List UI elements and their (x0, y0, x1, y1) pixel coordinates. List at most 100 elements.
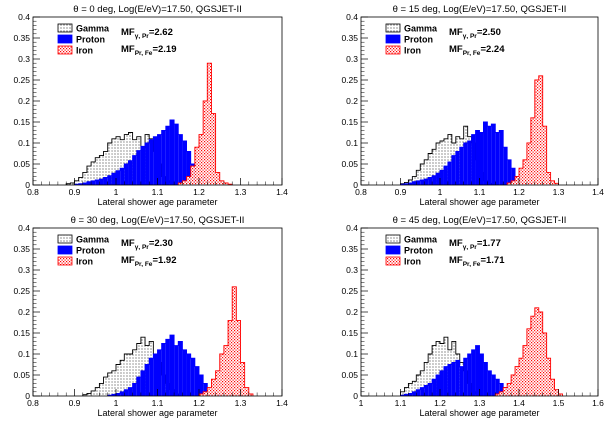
series-iron (506, 75, 559, 185)
histogram-bar (491, 375, 496, 396)
x-tick-label: 1.4 (276, 398, 288, 408)
legend-swatch-gamma (57, 234, 73, 244)
histogram-bar (530, 117, 535, 185)
y-tick-label: 0.25 (341, 286, 358, 296)
histogram-bar (499, 391, 504, 396)
series-proton (74, 119, 225, 185)
histogram-bar (161, 130, 166, 185)
histogram-bar (120, 391, 125, 396)
histogram-bar (463, 143, 468, 185)
histogram-bar (550, 180, 555, 185)
y-tick-label: 0.1 (18, 138, 30, 148)
histogram-bar (455, 360, 460, 396)
histogram-bar (495, 132, 500, 185)
histogram-bar (511, 168, 516, 185)
histogram-outline (506, 75, 559, 185)
histogram-bar (91, 180, 96, 185)
y-tick-label: 0 (25, 180, 30, 190)
histogram-bar (128, 387, 133, 396)
histogram-bar (128, 132, 133, 185)
histogram-bar (70, 182, 75, 185)
histogram-bar (463, 358, 468, 396)
legend-swatch-gamma (385, 23, 401, 33)
histogram-bar (228, 320, 233, 396)
histogram-bar (436, 143, 440, 185)
y-tick-label: 0.05 (341, 159, 358, 169)
x-tick-label: 0.8 (27, 187, 39, 197)
histogram-bar (186, 176, 191, 185)
histogram-bar (428, 153, 433, 185)
histogram-bar (157, 349, 162, 396)
histogram-bar (111, 370, 116, 396)
series-proton (400, 121, 532, 185)
y-tick-label: 0.2 (18, 96, 30, 106)
x-tick-label: 1.2 (513, 187, 525, 197)
histogram-bar (550, 379, 555, 396)
histogram-bar (424, 159, 429, 185)
y-tick-label: 0.1 (346, 349, 358, 359)
merit-factor-label: MFPr, Fe=2.24 (449, 44, 505, 57)
histogram-bar (412, 391, 417, 396)
legend-swatch-iron (385, 45, 401, 55)
histogram-bar (408, 182, 413, 185)
histogram-bar (459, 147, 464, 185)
histogram-bar (215, 172, 220, 185)
histogram-bar (483, 122, 488, 185)
histogram-bar (558, 393, 563, 396)
histogram-bar (526, 328, 531, 396)
histogram-bar (479, 132, 484, 185)
histogram-bar (412, 176, 417, 185)
legend-label-iron: Iron (76, 46, 93, 56)
histogram-bar (95, 157, 100, 185)
legend-swatch-iron (385, 256, 401, 266)
histogram-bar (436, 375, 440, 396)
y-tick-label: 0.15 (13, 328, 30, 338)
histogram-bar (507, 383, 512, 396)
x-axis-label: Lateral shower age parameter (97, 408, 217, 418)
histogram-bar (174, 345, 179, 396)
histogram-bar (404, 387, 409, 396)
histogram-bar (538, 75, 543, 185)
histogram-bar (124, 164, 129, 185)
histogram-bar (432, 175, 437, 185)
histogram-bar (165, 126, 170, 185)
histogram-bar (503, 387, 508, 396)
y-tick-label: 0.35 (13, 33, 30, 43)
histogram-bar (116, 393, 121, 396)
histogram-bar (440, 343, 444, 396)
histogram-bar (116, 364, 121, 396)
chart-panel: θ = 45 deg, Log(E/eV)=17.50, QGSJET-II 0 0… (341, 215, 604, 418)
histogram-bar (169, 119, 175, 185)
x-axis-label: Lateral shower age parameter (419, 197, 539, 207)
x-tick-label: 1.2 (193, 187, 205, 197)
histogram-bar (86, 166, 92, 185)
histogram-bar (436, 173, 440, 185)
histogram-bar (424, 362, 429, 396)
x-tick-label: 0.9 (395, 187, 407, 197)
x-tick-label: 0.8 (27, 398, 39, 408)
histogram-bar (487, 370, 492, 396)
x-tick-label: 1.6 (592, 398, 604, 408)
legend-swatch-gamma (57, 23, 73, 33)
y-tick-label: 0 (25, 391, 30, 401)
histogram-bar (400, 391, 405, 396)
histogram-bar (211, 379, 216, 396)
histogram-bar (107, 372, 112, 396)
x-axis-label: Lateral shower age parameter (97, 197, 217, 207)
histogram-bar (440, 170, 444, 185)
histogram-bar (91, 390, 96, 396)
histogram-bar (443, 138, 448, 185)
histogram-bar (436, 341, 440, 396)
chart-title: θ = 0 deg, Log(E/eV)=17.50, QGSJET-II (73, 4, 241, 15)
histogram-bar (546, 172, 551, 185)
histogram-bar (66, 183, 71, 185)
histogram-bar (74, 180, 79, 185)
histogram-bar (534, 307, 539, 396)
histogram-bar (479, 354, 484, 396)
legend-swatch-iron (57, 256, 73, 266)
legend-label-iron: Iron (404, 46, 421, 56)
histogram-bar (467, 354, 472, 396)
histogram-bar (132, 383, 137, 396)
x-tick-label: 1.1 (152, 398, 164, 408)
histogram-bar (86, 393, 92, 396)
